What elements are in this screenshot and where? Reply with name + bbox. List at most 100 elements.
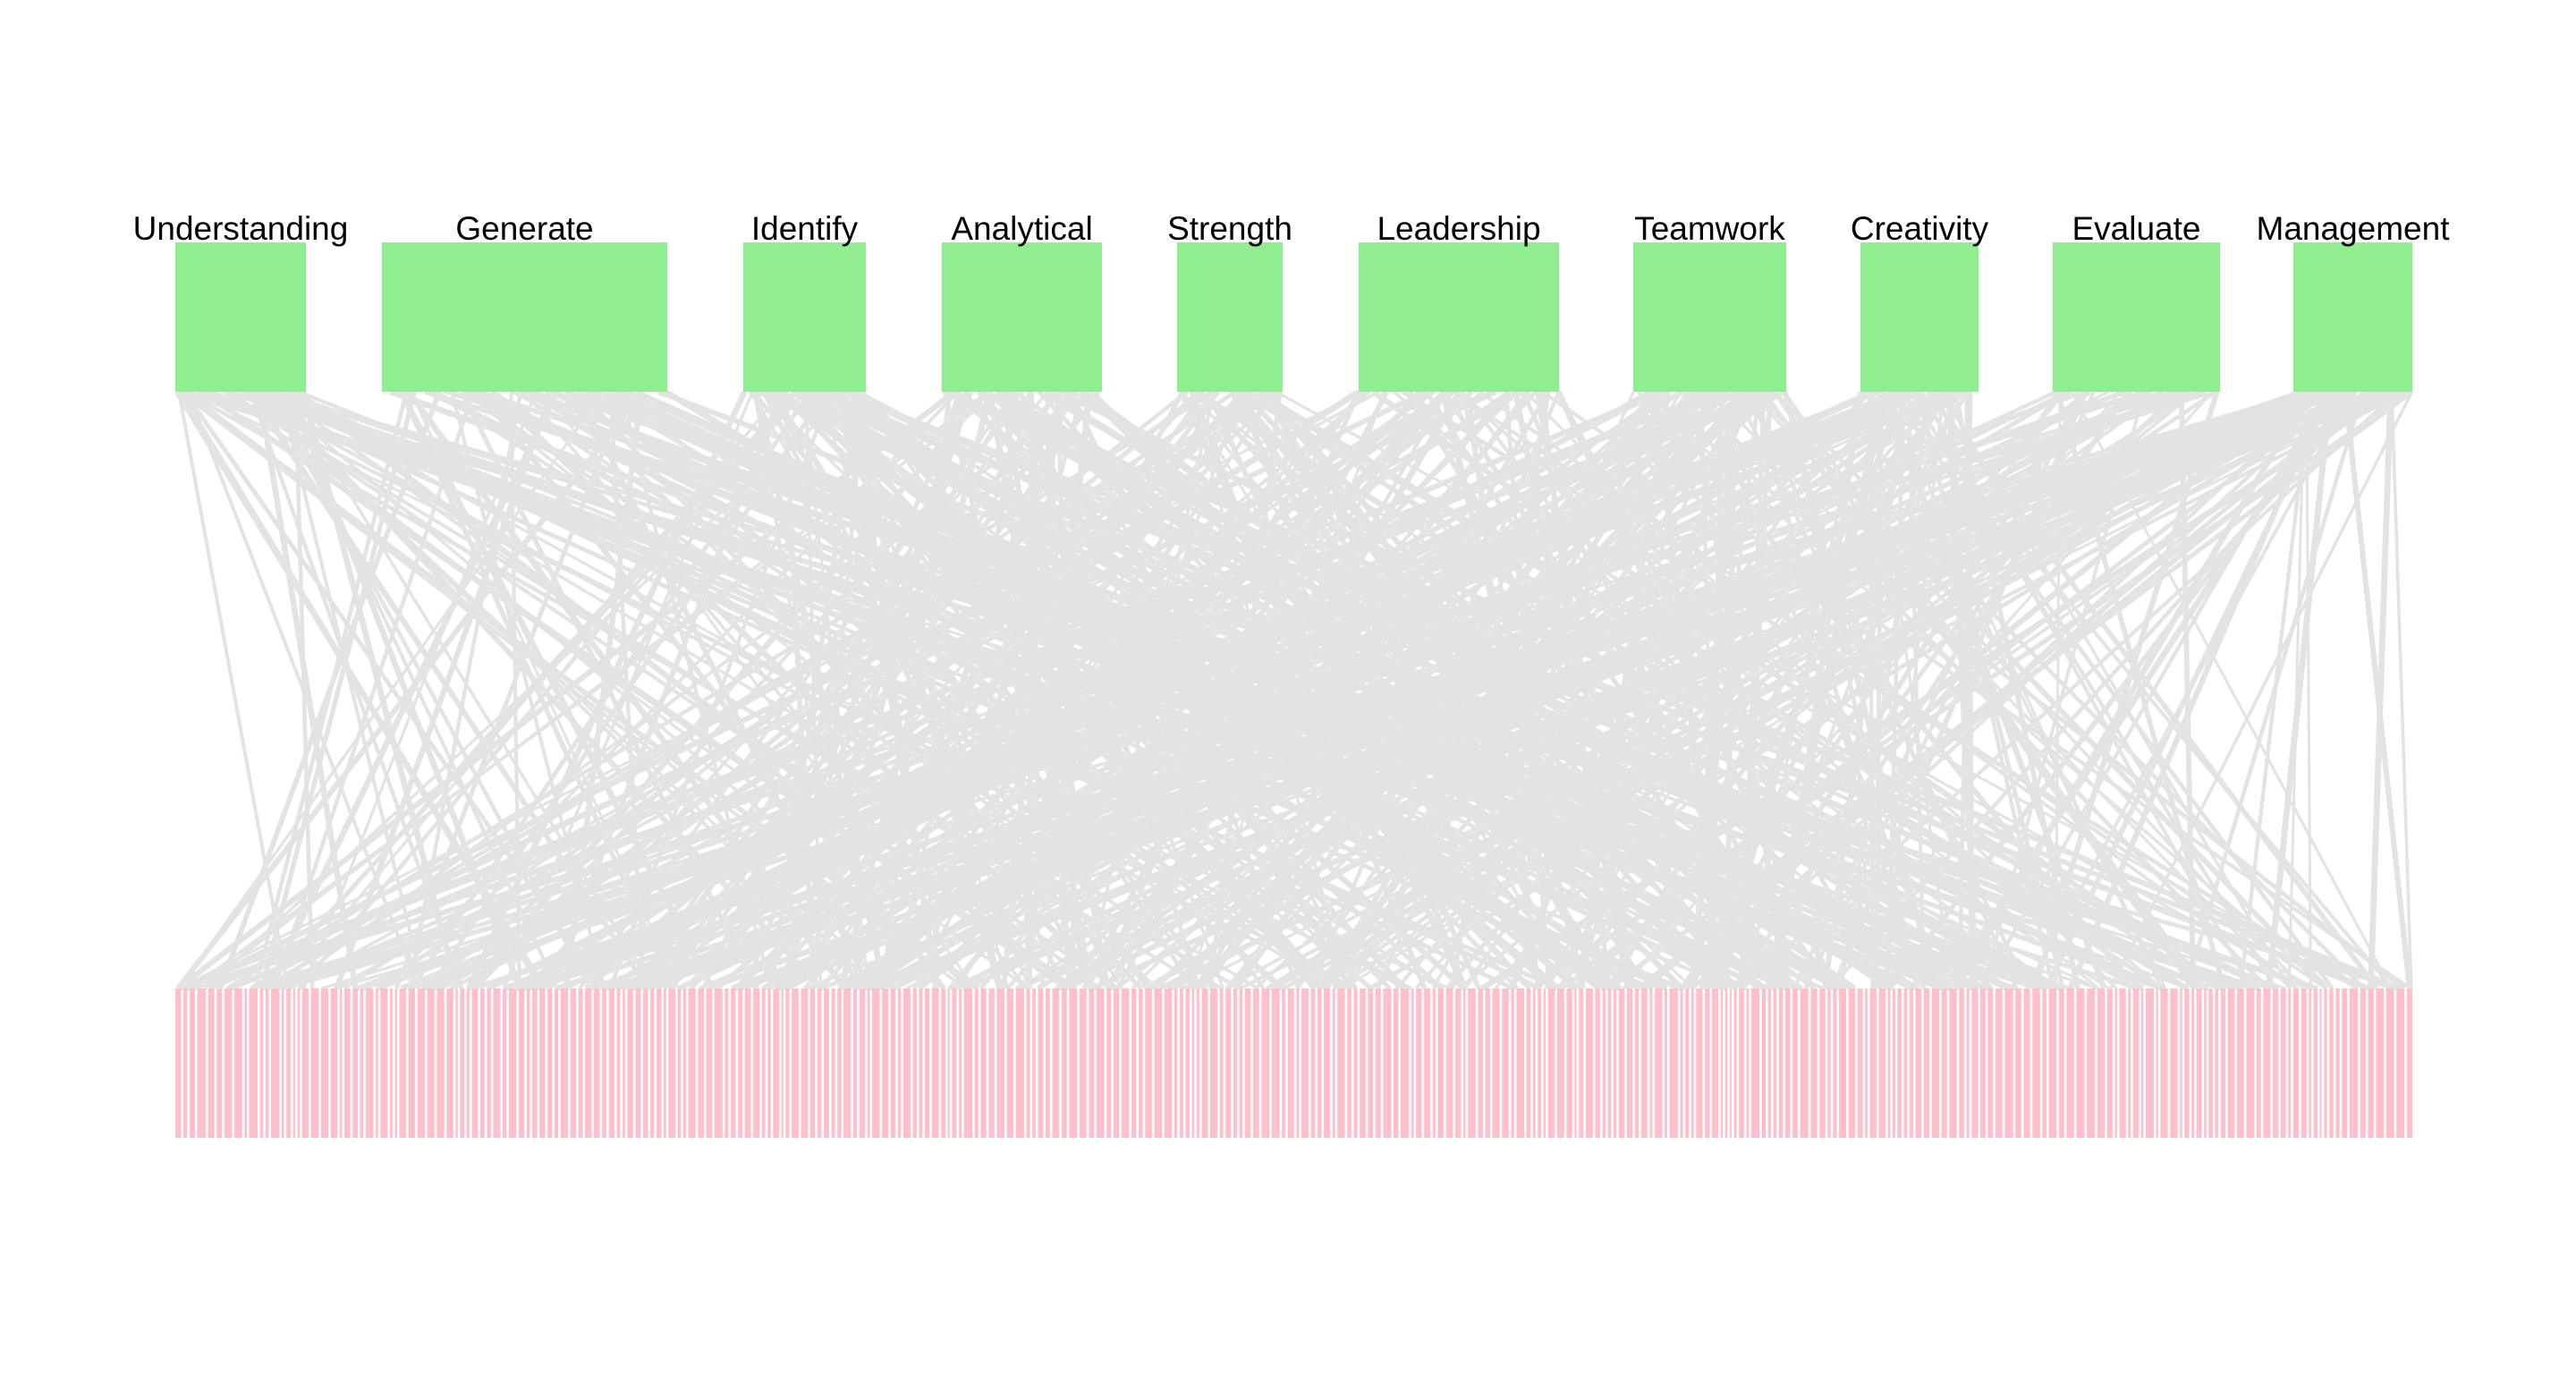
edge [980,388,2145,992]
top-node-label-strength: Strength [1167,210,1292,247]
bottom-node [656,988,662,1138]
edge [246,390,1259,990]
bottom-node [380,988,388,1138]
bottom-node [2385,988,2394,1138]
bottom-node [1400,988,1410,1138]
bottom-node [344,988,351,1138]
edge [1555,390,1837,990]
bottom-node [1411,988,1414,1138]
bottom-node [570,988,577,1138]
edge [1241,390,1800,990]
bottom-node [792,988,799,1138]
bottom-node [1038,988,1044,1138]
bottom-node [2087,988,2096,1138]
edge [768,390,1207,990]
bottom-node [2128,988,2131,1138]
edge [463,390,1222,990]
bottom-node [837,988,842,1138]
bottom-node [1848,988,1856,1138]
edge [450,391,606,989]
bottom-node [244,988,248,1138]
bottom-node [1516,988,1525,1138]
bottom-node [1773,988,1777,1138]
bottom-node [2301,988,2307,1138]
edge [182,390,605,990]
edge [267,390,593,990]
bottom-node [1045,988,1050,1138]
bottom-node [801,988,809,1138]
bottom-node [1061,988,1067,1138]
bottom-node [2140,988,2144,1138]
edge [844,389,1898,991]
bottom-node [1566,988,1572,1138]
top-node-label-creativity: Creativity [1851,210,1989,247]
bottom-node [1574,988,1577,1138]
bottom-node [1347,988,1352,1138]
edge [249,391,464,989]
bottom-node [852,988,858,1138]
bottom-node [1052,988,1060,1138]
bottom-node [1032,988,1036,1138]
bottom-node [1106,988,1112,1138]
bottom-node [1015,988,1024,1138]
bottom-node [183,988,188,1138]
bottom-node [480,988,485,1138]
bottom-node [2292,988,2300,1138]
bottom-node [1767,988,1771,1138]
edge [1570,389,2304,991]
bottom-node [952,988,957,1138]
edge [1251,390,2219,990]
top-node-label-management: Management [2257,210,2451,247]
bottom-node [539,988,546,1138]
edge [1944,390,2338,990]
bottom-node [1655,988,1663,1138]
bottom-node [2273,988,2279,1138]
bottom-node [2180,988,2182,1138]
bottom-node [809,988,816,1138]
bottom-node [1455,988,1462,1138]
bottom-node [1634,988,1640,1138]
bottom-node [394,988,398,1138]
bottom-node [1800,988,1809,1138]
bottom-node [871,988,880,1138]
edge [1318,390,2217,990]
edge [964,389,2327,991]
bottom-node [471,988,479,1138]
bottom-node [1511,988,1514,1138]
top-node-understanding [175,242,306,392]
bottom-node [1626,988,1633,1138]
bottom-node [2191,988,2195,1138]
bottom-node [1502,988,1509,1138]
bottom-node [1543,988,1546,1138]
bottom-node [2237,988,2244,1138]
bottom-node [526,988,530,1138]
bottom-node [2368,988,2374,1138]
bottom-node-layer [175,988,2412,1138]
bottom-node [682,988,686,1138]
edge [636,390,1402,990]
bottom-node [2114,988,2117,1138]
bottom-node [1468,988,1476,1138]
bottom-node [233,988,242,1138]
bottom-node [1640,988,1648,1138]
bottom-node [2396,988,2405,1138]
bottom-node [1665,988,1667,1138]
bottom-node [1424,988,1430,1138]
bottom-node [1244,988,1251,1138]
bottom-node [2204,988,2207,1138]
bottom-node [2032,988,2040,1138]
bottom-node [602,988,607,1138]
top-node-evaluate [2053,242,2220,392]
bottom-node [1368,988,1374,1138]
edge [1957,391,1973,989]
top-node-label-understanding: Understanding [133,210,349,247]
bottom-node [1079,988,1087,1138]
bottom-node [843,988,852,1138]
edge [398,390,716,990]
bottom-node [1685,988,1690,1138]
bottom-node [1179,988,1183,1138]
bottom-node [1949,988,1957,1138]
edge [837,389,2395,991]
bottom-node [2227,988,2235,1138]
